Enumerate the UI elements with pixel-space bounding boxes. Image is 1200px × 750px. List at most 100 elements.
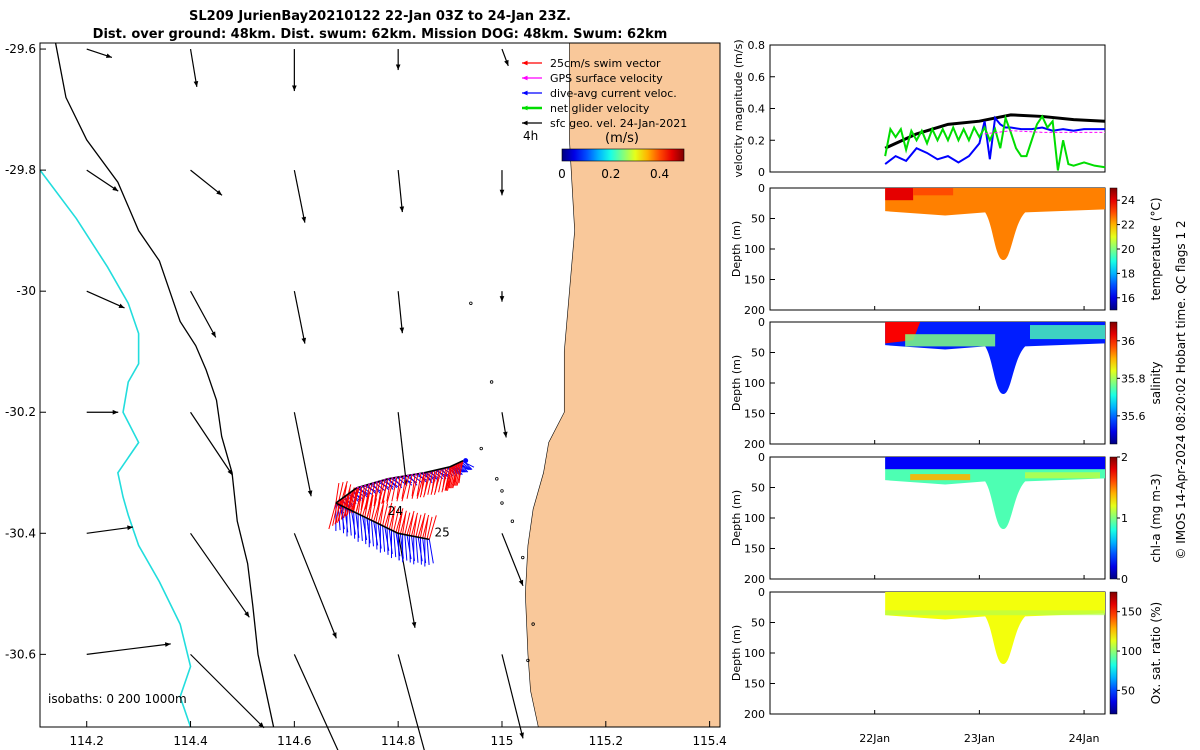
swim-vector [433,468,442,495]
velocity-y-tick-label: 0.6 [748,71,766,84]
swim-vector [335,482,340,504]
swim-vector [366,495,374,519]
geo-velocity-arrow-head [399,206,405,213]
current-vector [386,527,389,555]
velocity-series-line [984,130,1105,135]
geo-velocity-arrow-head [292,85,297,92]
section-colorbar-tick-label: 22 [1121,219,1135,232]
swim-vector [386,477,395,504]
swim-vector [411,474,416,497]
swim-vector [441,467,449,493]
island [526,658,530,663]
section-colorbar-tick-label: 16 [1121,292,1135,305]
legend-swatch-head [522,75,528,81]
current-vector [408,535,411,563]
swim-vector [415,514,422,537]
swim-vector [393,509,400,532]
section-y-tick-label: 200 [744,304,765,317]
swim-vector [373,497,382,522]
section-y-tick-label: 0 [758,586,765,599]
section-y-tick-label: 0 [758,316,765,329]
velocity-y-tick-label: 0.2 [748,134,766,147]
section-y-tick-label: 0 [758,182,765,195]
current-vector [420,472,433,481]
legend-label: dive-avg current veloc. [550,87,677,100]
legend-time: 4h [523,129,538,143]
map-x-tick-label: 114.8 [381,734,415,748]
legend-label: 25cm/s swim vector [550,57,661,70]
map-x-tick-label: 115.2 [589,734,623,748]
section-y-axis-label: Depth (m) [730,355,743,411]
section-data-patch [885,457,1105,470]
isobath-200m-line [39,169,192,728]
swim-vector [370,498,377,521]
current-vector [393,531,397,558]
section-colorbar-tick-label: 150 [1121,606,1142,619]
swim-vector [395,508,404,533]
current-vector [348,509,352,536]
geo-velocity-arrow-head [118,303,125,308]
swim-vector [346,488,351,509]
swim-vector [401,475,407,499]
swim-vector [357,493,362,514]
current-vector [419,537,422,565]
map-x-tick-label: 115 [491,734,514,748]
geo-velocity-arrow-head [307,490,313,497]
geo-velocity-arrow [397,654,425,750]
island [510,519,515,523]
section-data-patch [1025,472,1100,479]
title-line-2: Dist. over ground: 48km. Dist. swum: 62k… [92,27,668,42]
geo-velocity-arrow-head [399,327,405,334]
section-colorbar-label: temperature (°C) [1149,198,1163,301]
section-data-patch [1030,325,1105,340]
swim-vector [396,476,401,499]
geo-velocity-arrow [397,170,403,213]
velocity-y-axis-label: velocity magnitude (m/s) [732,39,745,177]
swim-vector [413,516,418,537]
section-colorbar [1109,321,1118,445]
island [495,477,499,481]
map-y-tick-label: -30.6 [5,647,36,661]
swim-vector [426,516,433,540]
geo-velocity-arrow [293,412,312,497]
velocity-y-tick-label: 0.8 [748,39,766,52]
section-y-tick-label: 50 [751,213,765,226]
swim-vector [456,460,464,486]
map-y-tick-label: -30 [16,284,36,298]
geo-velocity-arrow [293,654,339,750]
geo-velocity-arrow [190,411,234,476]
section-colorbar-tick-label: 24 [1121,194,1135,207]
current-vector [370,520,374,547]
swim-vector [377,500,385,524]
day-label: 24 [388,504,403,518]
glider-track-line [335,502,430,541]
swim-vector [401,475,410,502]
geo-velocity-arrow-head [193,81,199,87]
swim-vector [379,504,384,525]
legend-label: sfc geo. vel. 24-Jan-2021 [550,117,687,130]
section-colorbar-label: Ox. sat. ratio (%) [1149,602,1163,704]
section-colorbar-tick-label: 2 [1121,451,1128,464]
geo-velocity-arrow-head [519,732,524,739]
current-vector [361,485,373,495]
geo-velocity-arrow [397,412,408,486]
section-colorbar [1109,456,1118,580]
swim-vector [378,480,384,504]
swim-vector [332,501,339,526]
map-x-tick-label: 114.4 [173,734,207,748]
velocity-frame [769,44,1106,173]
geo-velocity-arrow-head [301,216,307,223]
title-line-1: SL209 JurienBay20210122 22-Jan 03Z to 24… [189,9,571,24]
geo-velocity-arrow-head [411,621,417,628]
geo-velocity-arrow-head [164,642,171,647]
current-vector [359,514,363,541]
section-y-tick-label: 0 [758,451,765,464]
swim-vector [391,477,398,502]
section-colorbar-tick-label: 100 [1121,645,1142,658]
geo-velocity-arrow-head [112,186,119,192]
map-y-tick-label: -30.4 [5,526,36,540]
geo-velocity-arrow-head [211,331,216,338]
section-y-tick-label: 200 [744,573,765,586]
section-data-patch [913,188,954,196]
